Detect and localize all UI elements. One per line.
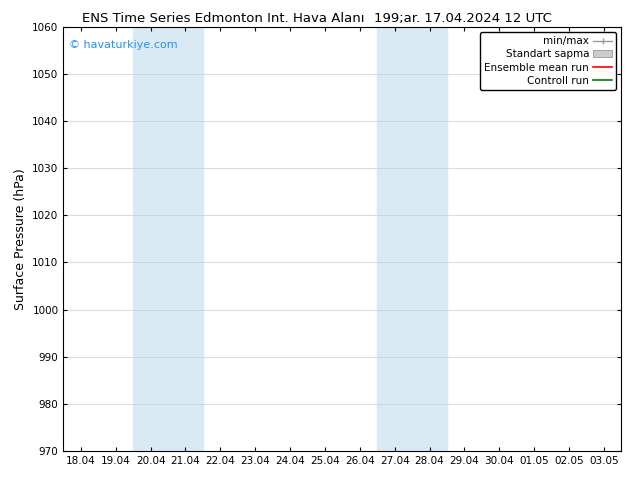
Bar xyxy=(133,27,203,451)
Y-axis label: Surface Pressure (hPa): Surface Pressure (hPa) xyxy=(14,168,27,310)
Legend: min/max, Standart sapma, Ensemble mean run, Controll run: min/max, Standart sapma, Ensemble mean r… xyxy=(480,32,616,90)
Bar xyxy=(377,27,447,451)
Text: 199;ar. 17.04.2024 12 UTC: 199;ar. 17.04.2024 12 UTC xyxy=(373,12,552,25)
Text: © havaturkiye.com: © havaturkiye.com xyxy=(69,40,178,49)
Text: ENS Time Series Edmonton Int. Hava Alanı: ENS Time Series Edmonton Int. Hava Alanı xyxy=(82,12,365,25)
